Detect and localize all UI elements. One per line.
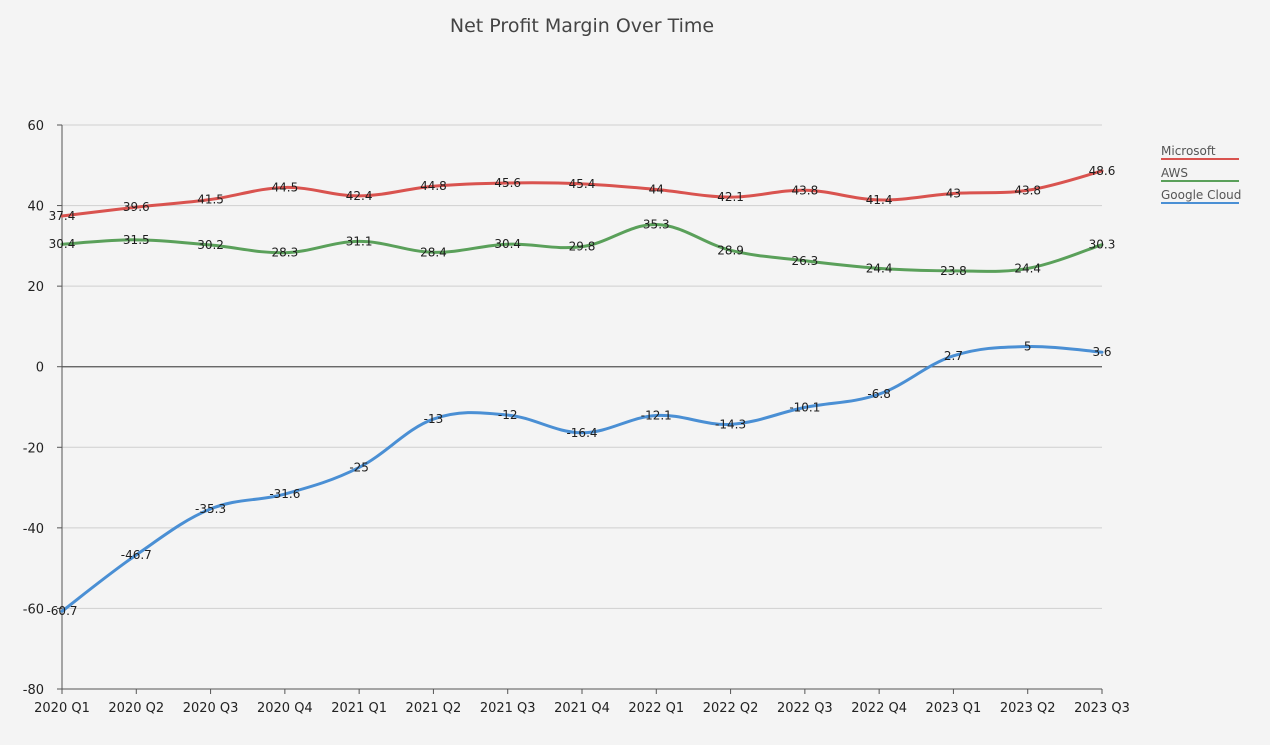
legend-label-google-cloud: Google Cloud (1161, 188, 1241, 202)
data-label-google-cloud: 2.7 (944, 349, 963, 363)
data-label-google-cloud: -13 (424, 412, 444, 426)
data-label-aws: 30.3 (1089, 238, 1116, 252)
data-label-microsoft: 43 (946, 186, 961, 200)
gridlines (62, 124, 1102, 690)
data-label-aws: 28.3 (271, 246, 298, 260)
y-tick-label: -60 (23, 602, 44, 617)
data-label-google-cloud: -10.1 (789, 400, 820, 414)
data-label-microsoft: 48.6 (1089, 164, 1116, 178)
data-label-microsoft: 37.4 (49, 209, 76, 223)
data-label-microsoft: 44 (649, 182, 664, 196)
x-tick-label: 2023 Q2 (1000, 701, 1056, 716)
data-label-aws: 35.3 (643, 218, 670, 232)
x-tick-label: 2023 Q3 (1074, 701, 1130, 716)
x-tick-label: 2020 Q3 (183, 701, 239, 716)
data-label-microsoft: 43.8 (791, 183, 818, 197)
y-tick-label: 40 (27, 200, 44, 215)
data-label-google-cloud: -46.7 (121, 548, 152, 562)
legend-label-microsoft: Microsoft (1161, 144, 1216, 158)
x-tick-label: 2021 Q4 (554, 701, 610, 716)
data-label-microsoft: 44.8 (420, 179, 447, 193)
data-label-google-cloud: -60.7 (46, 604, 77, 618)
y-tick-label: 20 (27, 280, 44, 295)
y-tick-label: 0 (36, 361, 44, 376)
chart-title: Net Profit Margin Over Time (450, 15, 714, 37)
x-tick-label: 2020 Q2 (108, 701, 164, 716)
data-label-google-cloud: -14.3 (715, 417, 746, 431)
x-tick-label: 2020 Q1 (34, 701, 90, 716)
data-label-microsoft: 42.4 (346, 189, 373, 203)
x-tick-label: 2021 Q3 (480, 701, 536, 716)
y-tick-label: -20 (23, 441, 44, 456)
data-label-aws: 23.8 (940, 264, 967, 278)
data-label-microsoft: 41.5 (197, 193, 224, 207)
data-labels: 37.4 39.6 41.5 44.5 42.4 44.8 45.6 45.4 44 42.1 43… (46, 164, 1115, 618)
data-label-aws: 30.4 (49, 237, 76, 251)
legend-label-aws: AWS (1161, 166, 1188, 180)
data-label-aws: 30.4 (494, 237, 521, 251)
data-label-google-cloud: 3.6 (1092, 345, 1111, 359)
data-label-aws: 26.3 (791, 254, 818, 268)
x-tick-label: 2020 Q4 (257, 701, 313, 716)
axes: -80 -60 -40 -20 0 20 40 60 2020 Q1 2020 Q2 2020 Q3… (23, 119, 1130, 716)
data-label-google-cloud: -12.1 (641, 408, 672, 422)
x-tick-label: 2023 Q1 (926, 701, 982, 716)
data-label-microsoft: 44.5 (271, 180, 298, 194)
data-label-microsoft: 45.4 (569, 177, 596, 191)
data-label-aws: 24.4 (1014, 261, 1041, 275)
series-line-aws (60, 223, 1104, 273)
data-label-google-cloud: -35.3 (195, 502, 226, 516)
x-tick-label: 2021 Q2 (406, 701, 462, 716)
y-tick-label: -80 (23, 683, 44, 698)
data-label-aws: 30.2 (197, 238, 224, 252)
x-tick-label: 2022 Q2 (703, 701, 759, 716)
data-label-microsoft: 42.1 (717, 190, 744, 204)
series-line-microsoft (60, 169, 1104, 218)
data-label-aws: 28.9 (717, 243, 744, 257)
data-label-microsoft: 43.8 (1014, 183, 1041, 197)
series-line-google-cloud (60, 345, 1104, 613)
data-label-aws: 29.8 (569, 240, 596, 254)
data-label-microsoft: 45.6 (494, 176, 521, 190)
data-label-microsoft: 39.6 (123, 200, 150, 214)
data-label-aws: 28.4 (420, 245, 447, 259)
x-tick-label: 2022 Q3 (777, 701, 833, 716)
data-label-aws: 31.1 (346, 234, 373, 248)
x-tick-label: 2022 Q4 (851, 701, 907, 716)
data-label-google-cloud: -6.8 (867, 387, 890, 401)
y-tick-label: -40 (23, 522, 44, 537)
legend: Microsoft AWS Google Cloud (1161, 144, 1241, 204)
data-label-google-cloud: -25 (349, 460, 369, 474)
data-label-aws: 31.5 (123, 233, 150, 247)
data-label-google-cloud: -16.4 (566, 426, 597, 440)
y-tick-label: 60 (27, 119, 44, 134)
x-tick-label: 2021 Q1 (331, 701, 387, 716)
data-label-aws: 24.4 (866, 261, 893, 275)
data-label-google-cloud: -31.6 (269, 487, 300, 501)
x-tick-label: 2022 Q1 (628, 701, 684, 716)
series-lines (60, 169, 1104, 613)
data-label-google-cloud: -12 (498, 408, 518, 422)
data-label-google-cloud: 5 (1024, 340, 1032, 354)
data-label-microsoft: 41.4 (866, 193, 893, 207)
